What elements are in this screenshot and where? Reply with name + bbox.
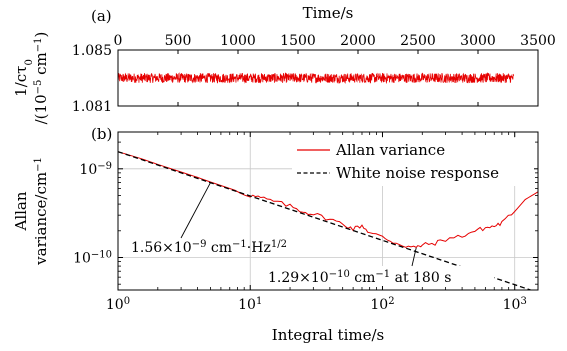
- annotation-background: [264, 266, 494, 286]
- annotation-white-noise-coefficient: 1.56×10−9 cm−1·Hz1/2: [131, 239, 287, 257]
- panel-b-x-tick-label: 103: [503, 296, 527, 314]
- legend: Allan variance White noise response: [292, 138, 534, 186]
- annotation-minimum-allan-variance: 1.29×10−10 cm−1 at 180 s: [268, 269, 451, 287]
- panel-a-x-tick-label: 2500: [400, 33, 436, 49]
- panel-b-y-tick-label: 10−9: [79, 160, 112, 178]
- legend-label: White noise response: [336, 164, 499, 182]
- panel-a-x-tick-label: 1500: [280, 33, 316, 49]
- panel-a-frame: [117, 49, 539, 107]
- panel-a-x-tick-label: 1000: [220, 33, 256, 49]
- panel-a-y-axis-line2: /(10−5 cm−1): [32, 32, 50, 125]
- panel-a-x-tick-label: 0: [114, 33, 123, 49]
- panel-a-x-tick-label: 3500: [520, 33, 556, 49]
- panel-b-x-tick-label: 102: [370, 296, 394, 314]
- panel-b-frame: [117, 131, 539, 291]
- panel-b-x-tick-label: 100: [106, 296, 130, 314]
- legend-label: Allan variance: [335, 141, 445, 159]
- panel-a-x-tick-label: 500: [165, 33, 192, 49]
- panel-b-x-axis-title: Integral time/s: [272, 326, 384, 344]
- panel-b-x-tick-label: 101: [238, 296, 262, 314]
- panel-a-x-tick-label: 2000: [340, 33, 376, 49]
- panel-a-y-axis-line1: 1/cτ0: [12, 59, 35, 97]
- panel-b-y-tick-label: 10−10: [73, 249, 112, 267]
- panel-b-y-axis-line1: Allan: [12, 191, 30, 231]
- annotation-pointer-line: [180, 182, 211, 239]
- panel-a-y-tick-label: 1.085: [72, 43, 112, 59]
- annotation-pointer-line: [411, 247, 417, 267]
- panel-b-y-axis-title: Allan variance/cm−1: [12, 157, 50, 266]
- panel-b-label: (b): [91, 125, 112, 143]
- panel-a-label: (a): [91, 7, 112, 25]
- panel-a-y-tick-label: 1.081: [72, 99, 112, 115]
- series-line-cavity-loss: [117, 72, 515, 85]
- panel-a-x-axis-title: Time/s: [303, 4, 354, 22]
- panel-a-x-tick-label: 3000: [460, 33, 496, 49]
- panel-b-y-axis-line2: variance/cm−1: [32, 157, 50, 266]
- panel-a-y-axis-title: 1/cτ0/(10−5 cm−1): [12, 32, 50, 125]
